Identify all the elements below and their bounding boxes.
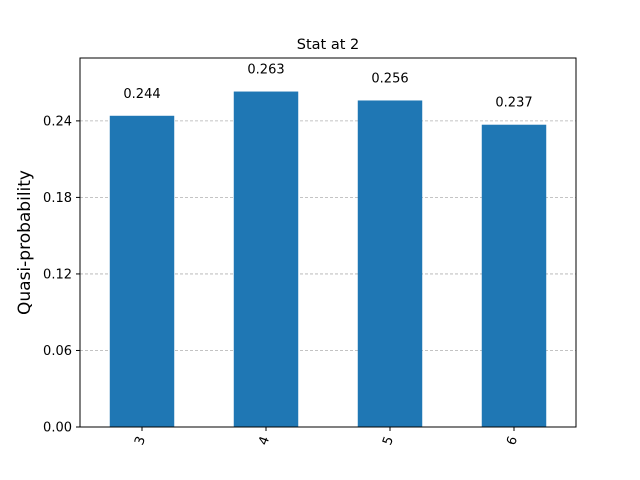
bars [109,91,547,428]
x-tick-label: 4 [256,434,273,447]
x-axis-ticks: 3 4 5 6 [132,427,521,447]
bar-value-label: 0.263 [247,63,284,78]
x-tick-label: 6 [504,434,521,447]
x-tick-label: 5 [380,434,397,447]
y-tick-label: 0.24 [43,114,72,129]
y-tick-label: 0.18 [43,191,72,206]
y-axis-label: Quasi-probability [15,170,35,315]
y-axis-ticks: 0.00 0.06 0.12 0.18 0.24 [43,114,80,436]
bar [233,91,299,427]
y-tick-label: 0.12 [43,267,72,282]
y-tick-label: 0.06 [43,344,72,359]
bar [481,124,547,428]
bar-value-label: 0.256 [371,71,408,86]
y-tick-label: 0.00 [43,421,72,436]
bar-value-label: 0.237 [495,96,532,111]
bar-value-label: 0.244 [123,87,160,102]
axes-frame [79,57,577,428]
bar [109,115,175,427]
chart-title: Stat at 2 [297,37,359,53]
bar [357,100,423,427]
x-tick-label: 3 [132,434,149,447]
bar-value-labels: 0.244 0.263 0.256 0.237 [123,63,532,111]
